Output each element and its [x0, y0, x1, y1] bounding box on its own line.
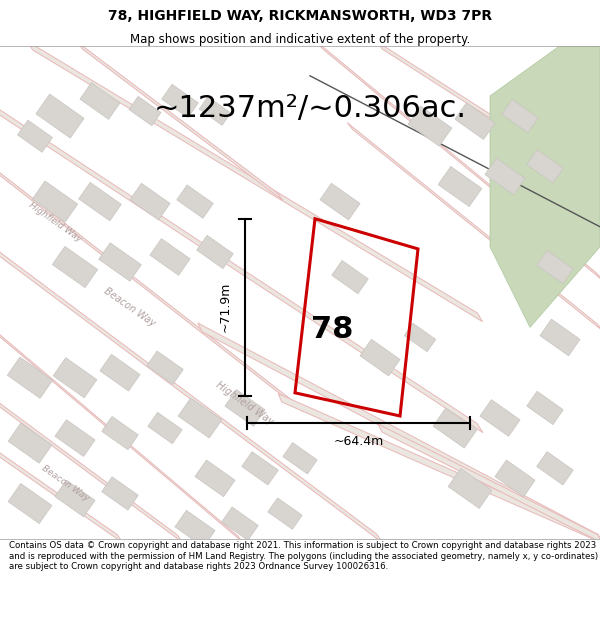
Bar	[495, 460, 535, 497]
Bar	[53, 357, 97, 398]
Text: Highfield Way: Highfield Way	[27, 200, 83, 243]
Bar	[408, 106, 452, 146]
Bar	[79, 182, 121, 221]
Bar	[52, 246, 98, 288]
Bar	[7, 357, 53, 398]
Bar	[177, 185, 213, 218]
Text: ~71.9m: ~71.9m	[218, 282, 232, 332]
Bar	[80, 82, 120, 119]
Bar	[55, 420, 95, 456]
Text: ~1237m²/~0.306ac.: ~1237m²/~0.306ac.	[154, 94, 467, 122]
Bar	[199, 97, 231, 125]
Polygon shape	[28, 41, 482, 322]
Bar	[175, 511, 215, 547]
Bar	[36, 94, 84, 138]
Bar	[320, 183, 360, 220]
Bar	[485, 158, 525, 195]
Bar	[404, 323, 436, 352]
Bar	[502, 99, 538, 132]
Text: Map shows position and indicative extent of the property.: Map shows position and indicative extent…	[130, 33, 470, 46]
Text: Contains OS data © Crown copyright and database right 2021. This information is : Contains OS data © Crown copyright and d…	[9, 541, 598, 571]
Polygon shape	[278, 394, 600, 543]
Polygon shape	[0, 324, 243, 542]
Text: Highfield Way: Highfield Way	[214, 379, 275, 426]
Text: ~64.4m: ~64.4m	[334, 434, 383, 447]
Polygon shape	[197, 323, 600, 543]
Text: 78, HIGHFIELD WAY, RICKMANSWORTH, WD3 7PR: 78, HIGHFIELD WAY, RICKMANSWORTH, WD3 7P…	[108, 9, 492, 23]
Polygon shape	[347, 122, 600, 331]
Bar	[480, 399, 520, 436]
Bar	[527, 150, 563, 183]
Bar	[99, 242, 141, 281]
Bar	[242, 452, 278, 485]
Bar	[222, 507, 258, 540]
Bar	[527, 391, 563, 424]
Bar	[438, 166, 482, 206]
Bar	[32, 181, 77, 222]
Bar	[17, 120, 52, 152]
Bar	[178, 398, 222, 438]
Text: Beacon Way: Beacon Way	[103, 286, 158, 329]
Text: 78: 78	[311, 314, 353, 344]
Bar	[225, 389, 265, 426]
Bar	[455, 102, 495, 139]
Bar	[147, 351, 183, 384]
Bar	[129, 96, 161, 126]
Text: Beacon Way: Beacon Way	[40, 464, 91, 503]
Bar	[55, 480, 95, 517]
Bar	[433, 408, 477, 448]
Polygon shape	[0, 242, 383, 544]
Bar	[100, 354, 140, 391]
Bar	[268, 498, 302, 529]
Bar	[102, 416, 138, 450]
Polygon shape	[317, 42, 600, 281]
Polygon shape	[0, 162, 303, 411]
Bar	[195, 460, 235, 497]
Bar	[148, 412, 182, 444]
Polygon shape	[0, 394, 183, 542]
Bar	[150, 239, 190, 275]
Bar	[332, 261, 368, 294]
Bar	[162, 84, 198, 118]
Bar	[448, 468, 492, 509]
Polygon shape	[378, 42, 600, 190]
Polygon shape	[490, 46, 600, 328]
Polygon shape	[0, 101, 483, 432]
Polygon shape	[77, 42, 283, 200]
Bar	[283, 442, 317, 474]
Bar	[540, 319, 580, 356]
Polygon shape	[378, 424, 600, 542]
Bar	[130, 183, 170, 220]
Bar	[360, 339, 400, 376]
Bar	[197, 235, 233, 269]
Bar	[102, 477, 138, 510]
Bar	[537, 251, 573, 284]
Polygon shape	[0, 444, 123, 543]
Bar	[8, 484, 52, 524]
Bar	[8, 423, 52, 463]
Bar	[537, 452, 573, 485]
